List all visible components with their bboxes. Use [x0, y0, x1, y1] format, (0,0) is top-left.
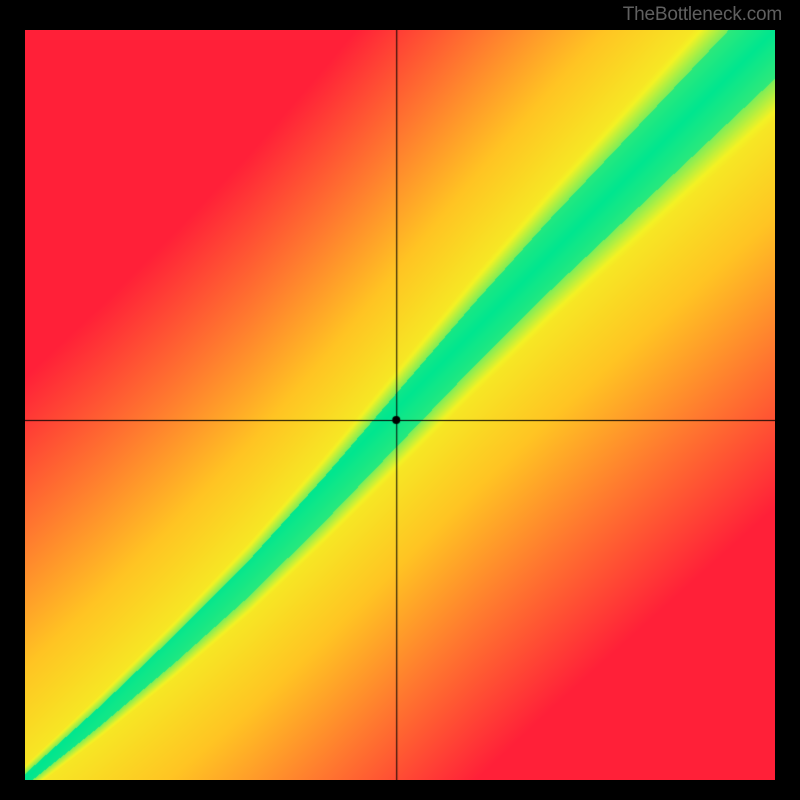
watermark-text: TheBottleneck.com — [623, 4, 782, 26]
heatmap-canvas — [25, 30, 775, 780]
bottleneck-heatmap — [25, 30, 775, 780]
